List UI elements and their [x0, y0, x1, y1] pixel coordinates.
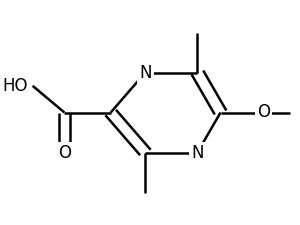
Text: N: N	[191, 144, 204, 162]
Text: O: O	[58, 144, 71, 162]
Text: HO: HO	[2, 77, 28, 95]
Text: O: O	[257, 104, 270, 122]
Text: N: N	[139, 63, 152, 81]
